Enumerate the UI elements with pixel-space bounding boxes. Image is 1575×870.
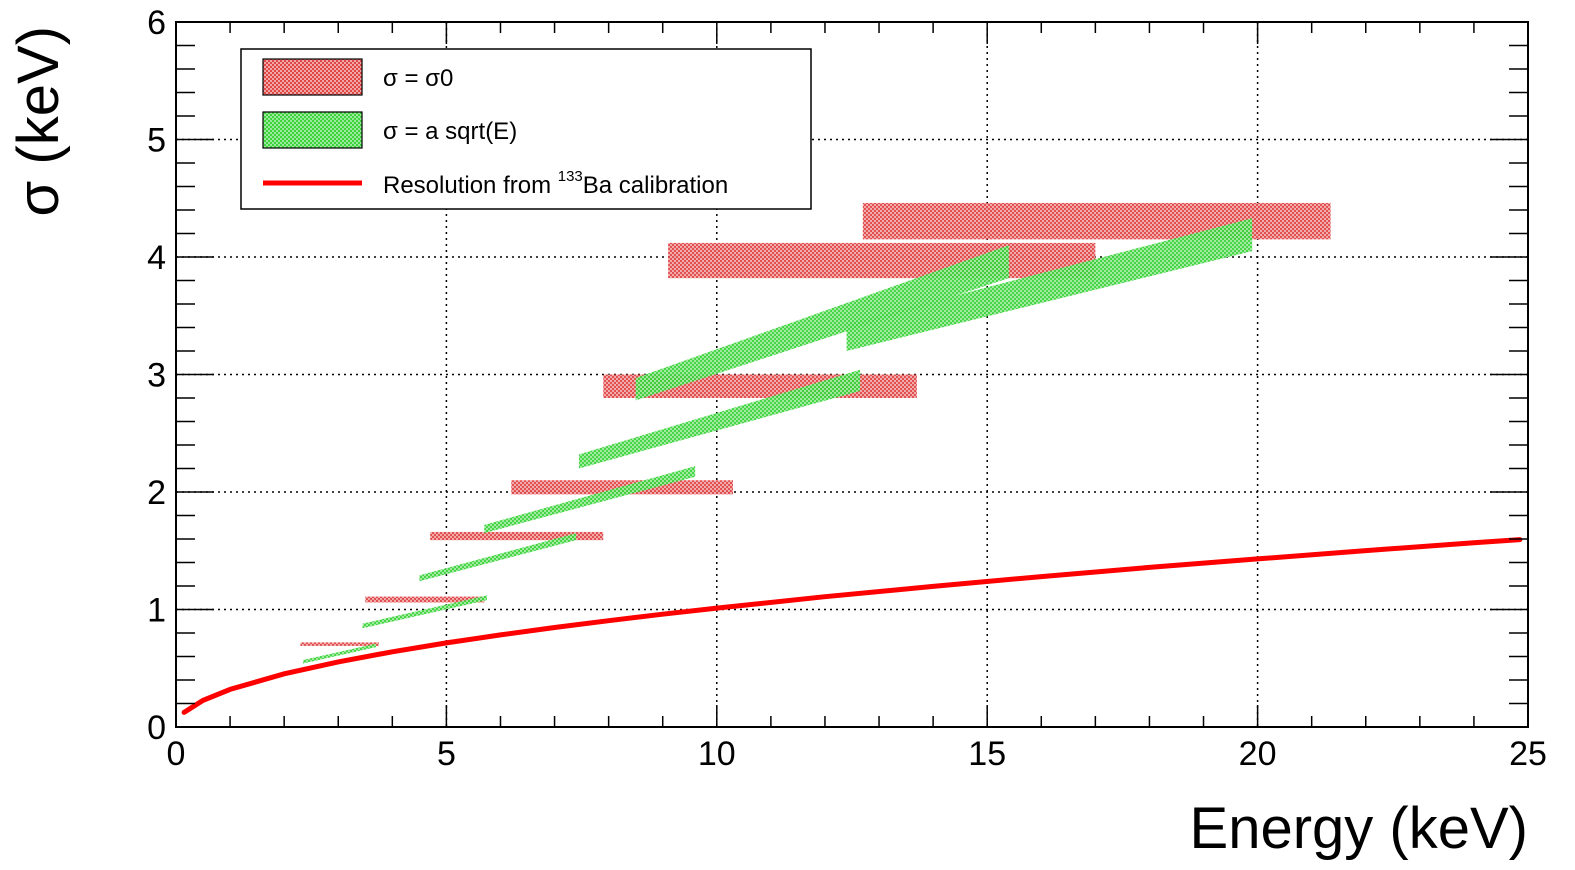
y-tick-label: 2 — [147, 474, 166, 512]
sqrt-band-2 — [419, 533, 577, 582]
tick-marks — [175, 21, 1529, 728]
y-tick-label: 3 — [147, 357, 166, 395]
legend-label-calibration-suffix: Ba calibration — [583, 172, 728, 199]
legend-swatch-sigma0 — [262, 58, 363, 96]
calibration-curve — [181, 537, 1523, 715]
legend-label-calibration-sup: 133 — [558, 168, 583, 185]
legend: σ = σ0 σ = a sqrt(E) Resolution from 133… — [240, 48, 812, 210]
tick-labels: 0 5 10 15 20 25 0 1 2 3 4 5 6 — [147, 4, 1547, 773]
bands-layer — [300, 202, 1331, 664]
sqrt-band-5 — [635, 245, 1009, 401]
x-tick-label: 25 — [1509, 735, 1547, 773]
x-tick-label: 15 — [968, 735, 1006, 773]
legend-label-calibration-prefix: Resolution from — [383, 172, 558, 199]
x-tick-label: 0 — [167, 735, 186, 773]
x-tick-label: 5 — [437, 735, 456, 773]
y-tick-label: 5 — [147, 122, 166, 160]
sigma0-band-6 — [862, 202, 1331, 240]
sqrt-band-1 — [362, 595, 487, 629]
sigma0-band-0 — [300, 642, 379, 646]
y-tick-label: 4 — [147, 239, 166, 277]
sqrt-band-3 — [484, 466, 696, 534]
sigma0-band-2 — [430, 531, 604, 541]
y-tick-label: 0 — [147, 709, 166, 747]
y-axis-title: σ (keV) — [6, 26, 71, 216]
sigma0-band-1 — [365, 596, 485, 603]
sigma0-band-5 — [668, 242, 1096, 279]
legend-label-calibration: Resolution from 133Ba calibration — [383, 168, 728, 199]
legend-swatch-sqrt — [262, 111, 363, 149]
sqrt-band-0 — [303, 643, 377, 664]
x-tick-label: 10 — [698, 735, 736, 773]
legend-label-sigma0: σ = σ0 — [383, 65, 453, 92]
curve-layer — [181, 537, 1523, 715]
y-tick-label: 1 — [147, 592, 166, 630]
y-tick-label: 6 — [147, 4, 166, 42]
sqrt-band-6 — [846, 218, 1253, 351]
legend-label-sqrt: σ = a sqrt(E) — [383, 118, 517, 145]
sqrt-band-4 — [578, 369, 861, 469]
x-axis-title: Energy (keV) — [1190, 796, 1528, 861]
x-tick-label: 20 — [1239, 735, 1277, 773]
